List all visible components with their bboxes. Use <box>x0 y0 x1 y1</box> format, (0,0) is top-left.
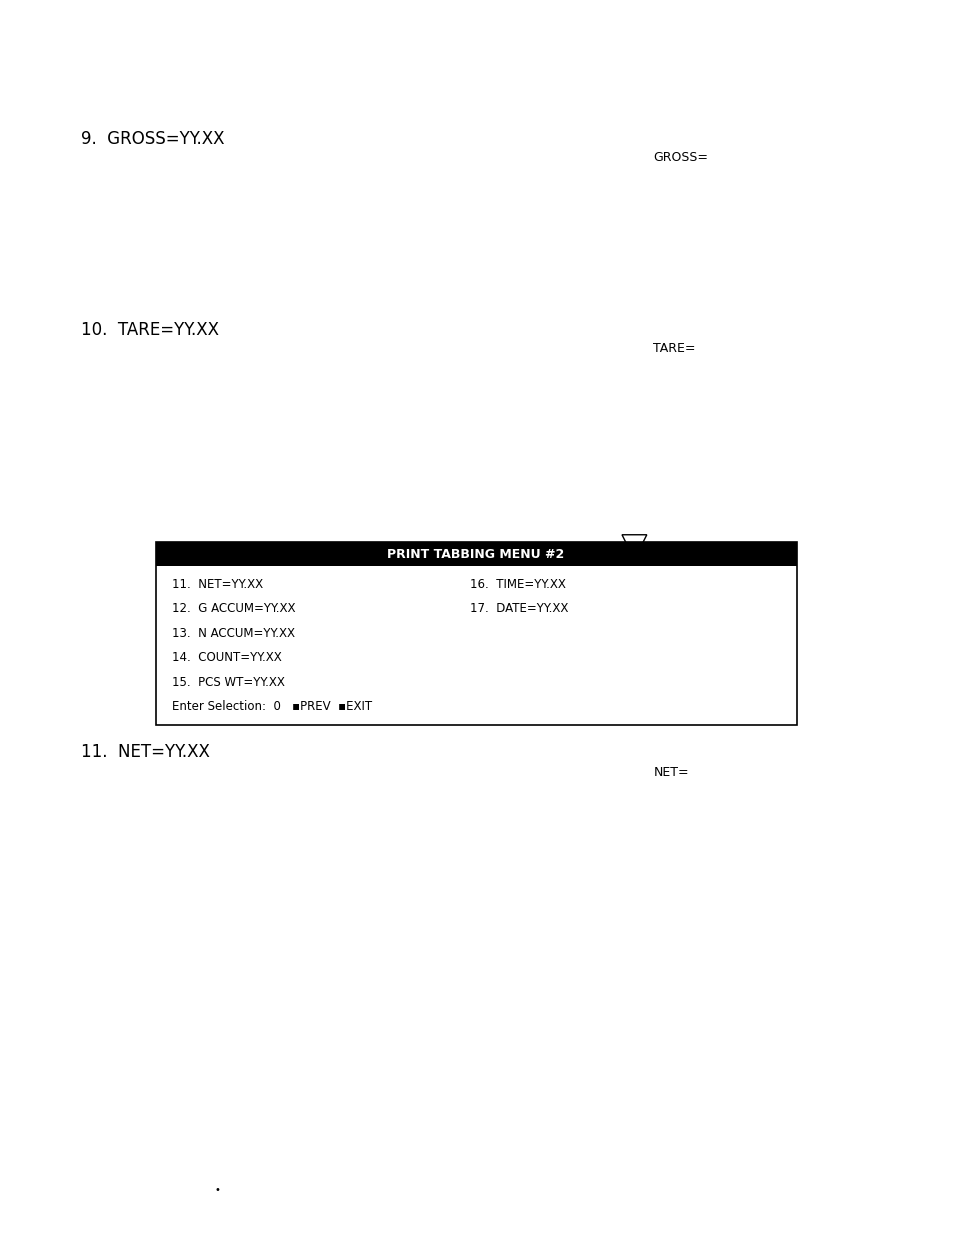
Text: 10.  TARE=YY.XX: 10. TARE=YY.XX <box>81 321 219 340</box>
Text: 12.  G ACCUM=YY.XX: 12. G ACCUM=YY.XX <box>172 603 294 615</box>
Text: Enter Selection:  0   ▪PREV  ▪EXIT: Enter Selection: 0 ▪PREV ▪EXIT <box>172 700 372 713</box>
Text: NET=: NET= <box>653 766 688 779</box>
Bar <box>155 542 796 725</box>
Text: GROSS=: GROSS= <box>653 151 708 164</box>
Text: PRINT TABBING MENU #2: PRINT TABBING MENU #2 <box>387 547 564 561</box>
Text: 16.  TIME=YY.XX: 16. TIME=YY.XX <box>469 578 565 590</box>
Text: 9.  GROSS=YY.XX: 9. GROSS=YY.XX <box>81 130 224 148</box>
Text: •: • <box>214 1186 220 1195</box>
Bar <box>155 542 796 566</box>
Text: 14.  COUNT=YY.XX: 14. COUNT=YY.XX <box>172 651 281 664</box>
Text: 13.  N ACCUM=YY.XX: 13. N ACCUM=YY.XX <box>172 626 294 640</box>
Text: 11.  NET=YY.XX: 11. NET=YY.XX <box>172 578 262 590</box>
Text: TARE=: TARE= <box>653 342 696 356</box>
Text: 11.  NET=YY.XX: 11. NET=YY.XX <box>81 743 210 762</box>
Text: 15.  PCS WT=YY.XX: 15. PCS WT=YY.XX <box>172 676 284 689</box>
Text: 17.  DATE=YY.XX: 17. DATE=YY.XX <box>469 603 567 615</box>
